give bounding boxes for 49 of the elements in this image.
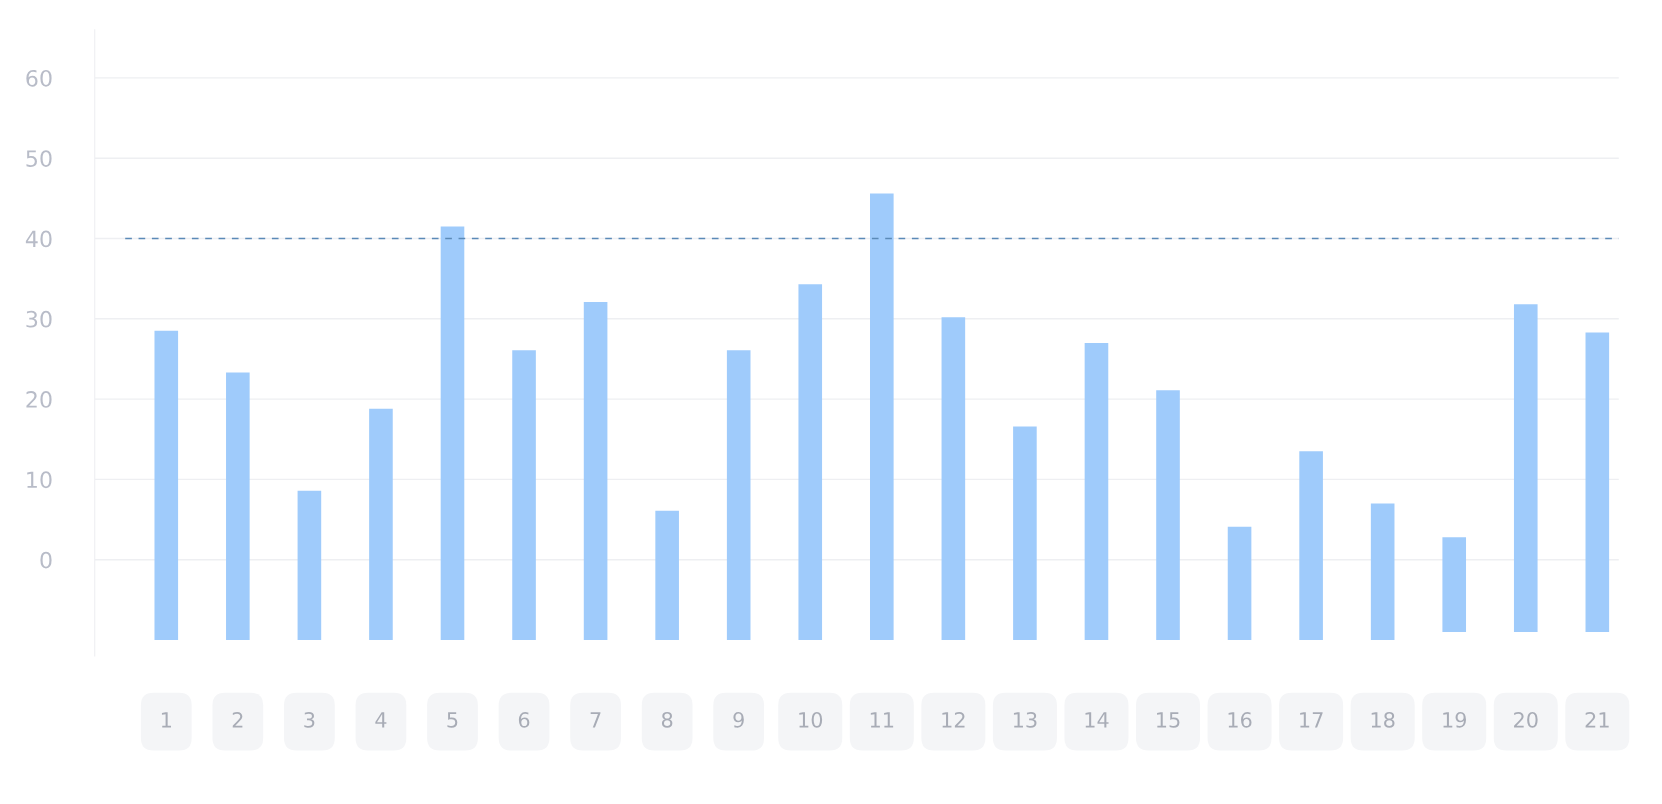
x-tick-label: 4 (375, 712, 387, 728)
bar (226, 372, 250, 640)
bar (369, 408, 393, 640)
y-tick-label: 0 (40, 551, 52, 569)
y-tick-label: 10 (27, 471, 52, 489)
bar (870, 193, 894, 640)
bar (154, 330, 179, 640)
bar (1442, 537, 1467, 632)
x-tick-label: 11 (870, 712, 894, 728)
x-tick-label: 10 (799, 711, 823, 728)
bar (1227, 526, 1252, 640)
bar (798, 284, 823, 640)
x-tick-label: 16 (1228, 711, 1252, 728)
x-tick-label: 9 (733, 711, 744, 728)
x-tick-label: 18 (1371, 711, 1395, 728)
bar (655, 510, 679, 640)
x-tick-label: 1 (161, 712, 171, 728)
x-tick-label: 17 (1300, 712, 1323, 728)
bar (1299, 451, 1323, 640)
x-tick-label: 6 (518, 711, 530, 728)
bar (1084, 342, 1109, 640)
y-tick-label: 60 (26, 69, 52, 87)
x-tick-label: 5 (447, 712, 458, 728)
bar (440, 226, 465, 640)
x-tick-label: 20 (1514, 711, 1538, 728)
x-tick-label: 15 (1157, 712, 1180, 728)
bar (1585, 332, 1610, 632)
x-tick-label: 7 (590, 712, 601, 728)
x-tick-label: 13 (1013, 711, 1037, 728)
y-tick-label: 20 (26, 391, 52, 408)
x-tick-label: 2 (232, 711, 243, 728)
x-tick-label: 21 (1585, 711, 1609, 728)
bar (583, 301, 608, 640)
bar (941, 317, 966, 640)
x-tick-label: 3 (304, 711, 315, 728)
x-tick-label: 19 (1443, 711, 1467, 728)
bar (512, 350, 536, 640)
x-tick-label: 14 (1085, 712, 1109, 728)
y-tick-label: 50 (26, 150, 52, 167)
y-tick-label: 30 (26, 310, 52, 328)
bar (1013, 426, 1037, 640)
x-tick-label: 12 (942, 711, 965, 728)
bar (297, 490, 322, 640)
x-tick-label: 8 (661, 711, 673, 728)
y-tick-label: 40 (25, 230, 52, 248)
bar (1156, 390, 1180, 640)
bar (1513, 304, 1538, 632)
bar (726, 350, 751, 640)
bar (1370, 503, 1395, 640)
